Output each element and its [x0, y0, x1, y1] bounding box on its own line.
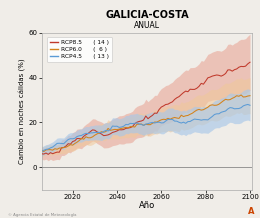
Text: GALICIA-COSTA: GALICIA-COSTA: [105, 10, 189, 20]
X-axis label: Año: Año: [139, 201, 155, 210]
Text: © Agencia Estatal de Meteorología: © Agencia Estatal de Meteorología: [8, 213, 76, 217]
Text: ANUAL: ANUAL: [134, 20, 160, 30]
Legend: RCP8.5      ( 14 ), RCP6.0      (  6 ), RCP4.5      ( 13 ): RCP8.5 ( 14 ), RCP6.0 ( 6 ), RCP4.5 ( 13…: [47, 37, 112, 62]
Text: A: A: [248, 207, 255, 216]
Y-axis label: Cambio en noches cálidas (%): Cambio en noches cálidas (%): [19, 58, 26, 164]
